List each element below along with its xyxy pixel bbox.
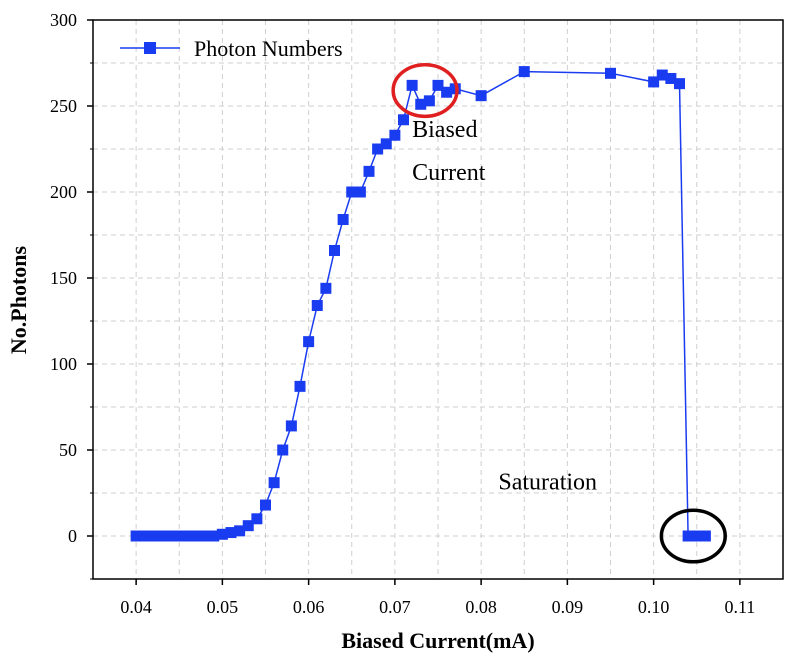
annotation-text: Current: [412, 160, 486, 186]
data-point: [346, 186, 358, 198]
data-point: [303, 336, 315, 348]
data-point: [363, 165, 375, 177]
data-point: [199, 530, 211, 542]
data-point: [225, 527, 237, 539]
data-point: [234, 525, 246, 537]
data-point: [156, 530, 168, 542]
data-point: [441, 86, 453, 98]
data-point: [130, 530, 142, 542]
series-layer: [130, 66, 711, 542]
data-point: [406, 79, 418, 91]
y-tick-label: 200: [50, 182, 77, 202]
data-point: [380, 138, 392, 150]
data-point: [337, 214, 349, 226]
data-point: [182, 530, 194, 542]
x-tick-label: 0.10: [638, 597, 670, 617]
data-point: [605, 67, 616, 79]
data-point: [398, 114, 409, 126]
data-point: [329, 244, 340, 256]
data-point: [423, 95, 435, 107]
data-point: [372, 143, 384, 155]
x-tick-label: 0.05: [207, 597, 239, 617]
data-point: [208, 530, 220, 542]
annotation-text: Saturation: [498, 470, 597, 496]
data-point: [251, 513, 263, 525]
plot-frame: [92, 19, 784, 580]
data-point: [216, 528, 228, 540]
annotation-text: Biased: [412, 117, 477, 143]
x-tick-label: 0.09: [552, 597, 584, 617]
x-axis-title: Biased Current(mA): [341, 628, 534, 653]
saturation-ellipse: [659, 508, 727, 564]
data-point: [475, 90, 487, 102]
data-point: [415, 98, 427, 110]
y-tick-label: 250: [50, 96, 77, 116]
y-axis-title: No.Photons: [6, 245, 31, 354]
y-tick-label: 50: [59, 440, 77, 460]
grid-layer: [93, 20, 783, 579]
data-point: [648, 76, 660, 88]
data-point: [173, 530, 185, 542]
data-point: [389, 129, 401, 141]
x-tick-label: 0.06: [293, 597, 325, 617]
data-point: [260, 499, 271, 511]
legend: Photon Numbers: [120, 36, 343, 61]
data-point: [691, 530, 703, 542]
y-tick-label: 150: [50, 268, 77, 288]
legend-label: Photon Numbers: [194, 36, 343, 61]
x-tick-label: 0.07: [379, 597, 411, 617]
x-tick-label: 0.04: [120, 597, 152, 617]
data-point: [165, 530, 177, 542]
data-point: [294, 380, 306, 392]
data-point: [699, 530, 711, 542]
data-point: [268, 477, 280, 489]
data-point: [147, 530, 159, 542]
data-point: [242, 520, 254, 532]
y-tick-label: 100: [50, 354, 77, 374]
legend-marker: [144, 42, 156, 54]
x-tick-label: 0.08: [465, 597, 497, 617]
y-tick-label: 300: [50, 10, 77, 30]
data-point: [320, 282, 332, 294]
x-tick-label: 0.11: [724, 597, 755, 617]
data-point: [139, 530, 151, 542]
data-point: [285, 420, 297, 432]
data-point: [311, 300, 323, 312]
data-point: [191, 530, 202, 542]
data-point: [354, 186, 366, 198]
annotation-layer: Biased Current Saturation: [391, 62, 727, 564]
data-point: [277, 444, 289, 456]
data-point: [432, 79, 444, 91]
data-point: [682, 530, 694, 542]
data-point: [518, 66, 530, 78]
biased-current-ellipse: [391, 62, 459, 119]
data-point: [656, 69, 668, 81]
y-tick-label: 0: [68, 526, 77, 546]
ticks-layer: 0.04 0.05 0.06 0.07 0.08 0.09 0.10 0.11 0 50 100 15…: [50, 10, 755, 617]
data-point: [665, 72, 677, 84]
data-point: [674, 78, 685, 90]
